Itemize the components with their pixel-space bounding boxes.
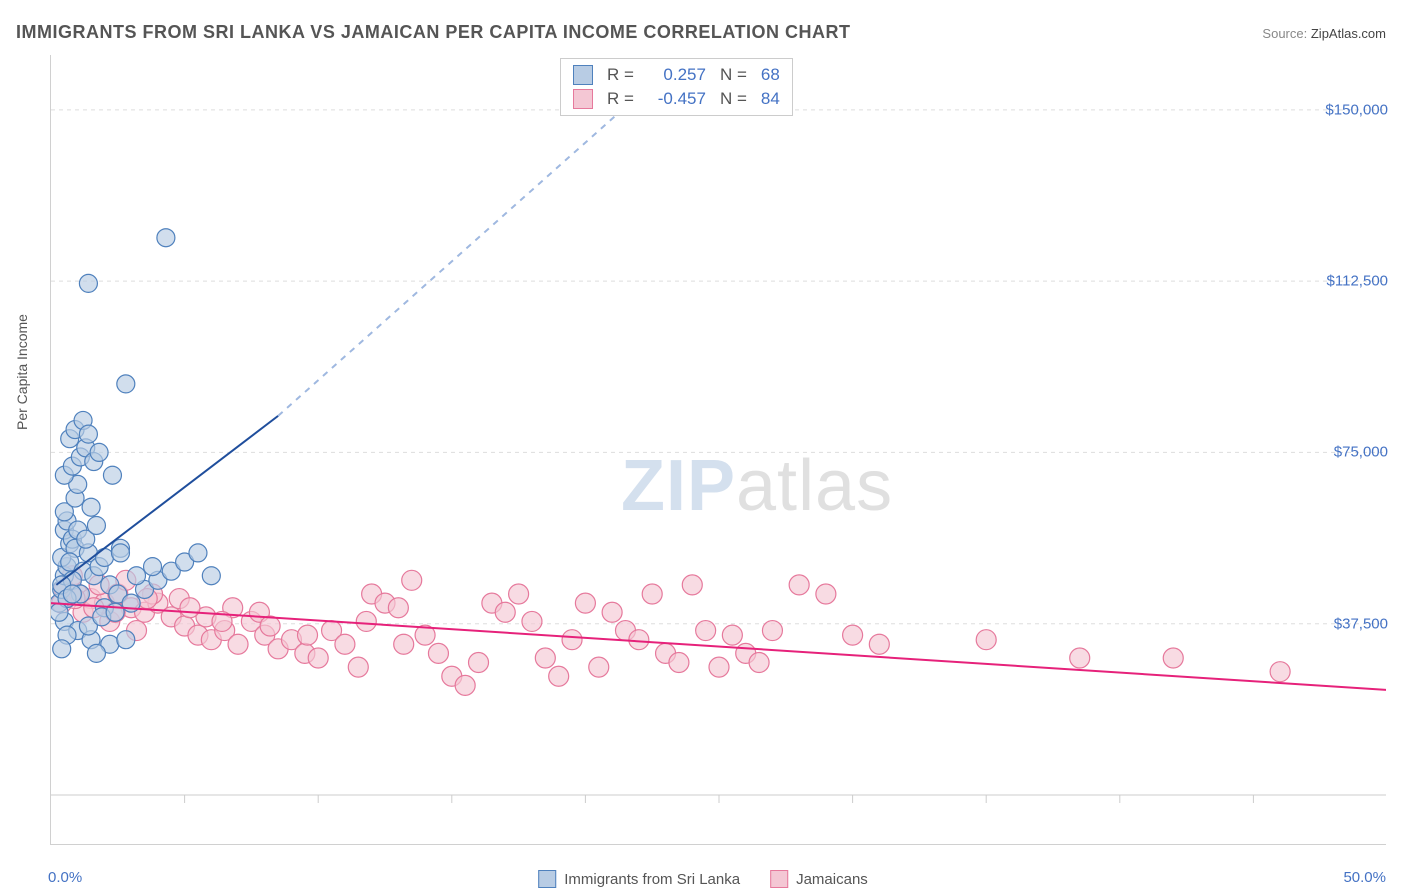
r-value-blue: 0.257 <box>648 65 706 85</box>
stats-swatch-blue <box>573 65 593 85</box>
r-label-pink: R = <box>607 89 634 109</box>
legend-swatch-blue <box>538 870 556 888</box>
y-tick-label: $112,500 <box>1327 273 1388 290</box>
legend-item-blue: Immigrants from Sri Lanka <box>538 870 740 888</box>
x-tick-zero: 0.0% <box>48 869 82 886</box>
source-attribution: Source: ZipAtlas.com <box>1262 26 1386 41</box>
chart-area: ZIPatlas <box>50 55 1386 845</box>
y-tick-label: $150,000 <box>1325 101 1388 118</box>
y-tick-label: $37,500 <box>1334 615 1388 632</box>
stats-row-blue: R = 0.257 N = 68 <box>573 63 780 87</box>
chart-svg <box>51 55 1386 844</box>
chart-title: IMMIGRANTS FROM SRI LANKA VS JAMAICAN PE… <box>16 22 851 43</box>
legend-label-pink: Jamaicans <box>796 871 868 888</box>
r-value-pink: -0.457 <box>648 89 706 109</box>
n-label-pink: N = <box>720 89 747 109</box>
source-value: ZipAtlas.com <box>1311 26 1386 41</box>
n-label-blue: N = <box>720 65 747 85</box>
y-axis-label: Per Capita Income <box>14 314 30 430</box>
legend-bottom: Immigrants from Sri Lanka Jamaicans <box>538 870 868 888</box>
n-value-pink: 84 <box>761 89 780 109</box>
r-label-blue: R = <box>607 65 634 85</box>
n-value-blue: 68 <box>761 65 780 85</box>
x-tick-fifty: 50.0% <box>1343 869 1386 886</box>
stats-swatch-pink <box>573 89 593 109</box>
y-tick-label: $75,000 <box>1334 444 1388 461</box>
stats-row-pink: R = -0.457 N = 84 <box>573 87 780 111</box>
legend-item-pink: Jamaicans <box>770 870 868 888</box>
source-label: Source: <box>1262 26 1307 41</box>
stats-legend-box: R = 0.257 N = 68 R = -0.457 N = 84 <box>560 58 793 116</box>
legend-label-blue: Immigrants from Sri Lanka <box>564 871 740 888</box>
legend-swatch-pink <box>770 870 788 888</box>
